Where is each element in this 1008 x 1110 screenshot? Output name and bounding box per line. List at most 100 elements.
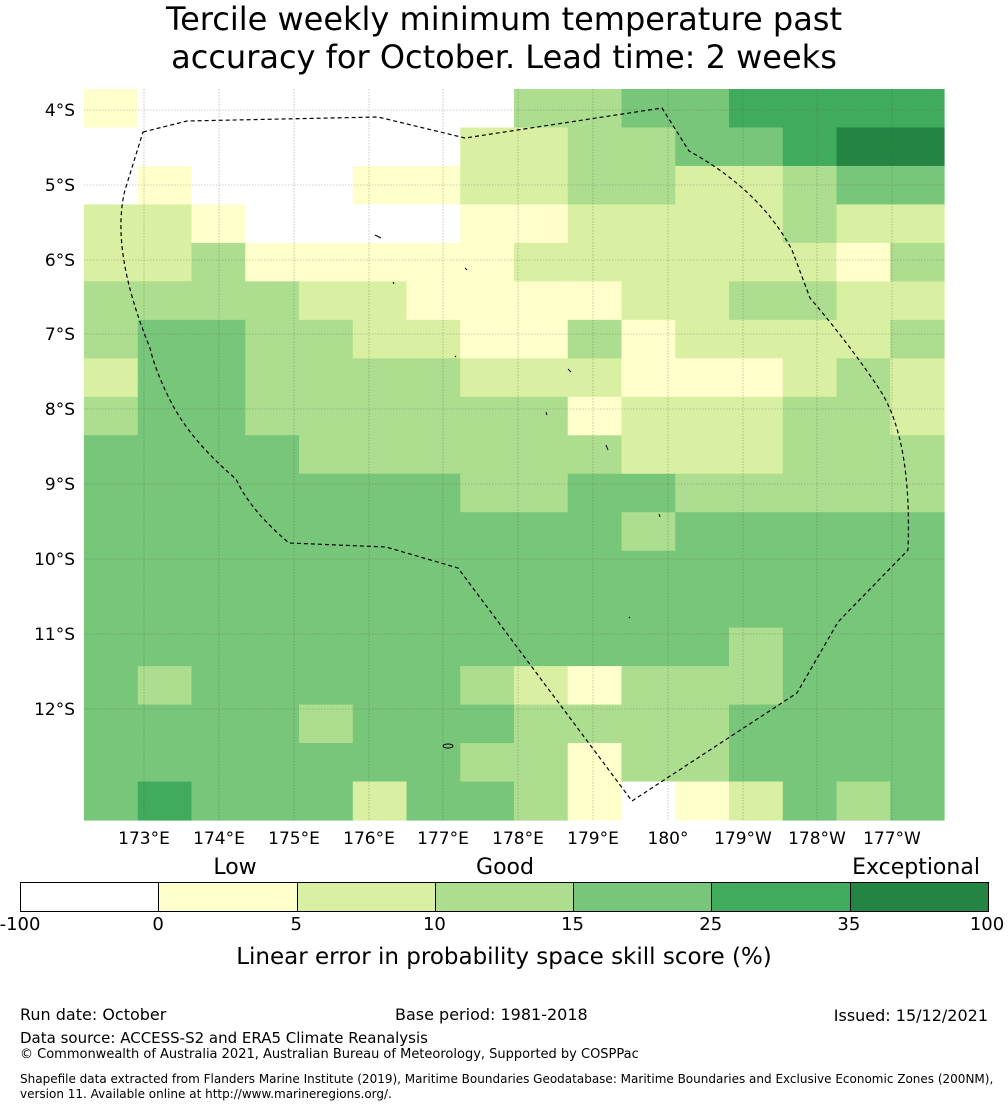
grid-cell <box>406 89 461 129</box>
colorbar-segment <box>711 883 850 911</box>
grid-cell <box>836 127 891 167</box>
grid-cell <box>621 512 676 552</box>
grid-cell <box>514 743 569 783</box>
base-period: Base period: 1981-2018 <box>395 1005 588 1024</box>
colorbar <box>20 882 989 912</box>
longitude-label: 173°E <box>118 829 170 849</box>
grid-cell <box>890 319 945 359</box>
grid-cell <box>675 704 730 744</box>
grid-cell <box>890 396 945 436</box>
grid-cell <box>782 204 838 244</box>
latitude-label: 11°S <box>34 625 75 645</box>
grid-cell <box>836 512 891 552</box>
grid-cell <box>460 704 515 744</box>
grid-cell <box>729 396 784 436</box>
island <box>658 513 661 518</box>
grid-cell <box>729 589 784 629</box>
grid-cell <box>729 473 784 513</box>
grid-cell <box>729 435 784 475</box>
grid-cell <box>84 589 139 629</box>
grid-cell <box>84 435 139 475</box>
grid-cell <box>675 165 730 206</box>
grid-cell <box>191 89 246 129</box>
grid-cell <box>460 319 515 359</box>
grid-cell <box>191 435 246 475</box>
colorbar-segment <box>849 883 988 911</box>
grid-cell <box>245 281 300 321</box>
grid-cell <box>352 165 408 206</box>
grid-cell <box>675 242 730 282</box>
grid-cell <box>621 627 676 667</box>
grid-cell <box>406 550 461 590</box>
grid-cell <box>137 473 193 513</box>
grid-cell <box>137 743 193 783</box>
grid-cell <box>675 627 730 667</box>
grid-cell <box>191 281 246 321</box>
grid-cell <box>245 473 300 513</box>
grid-cell <box>782 281 838 321</box>
grid-cell <box>299 319 354 359</box>
island <box>605 444 609 451</box>
grid-cell <box>514 319 569 359</box>
grid-cell <box>137 781 193 821</box>
grid-cell <box>245 435 300 475</box>
grid-cell <box>245 666 300 706</box>
grid-cell <box>137 204 193 244</box>
grid-cell <box>406 242 461 282</box>
grid-cell <box>352 319 408 359</box>
grid-cell <box>567 589 623 629</box>
grid-cell <box>514 781 569 821</box>
grid-cell <box>352 666 408 706</box>
colorbar-segment <box>158 883 297 911</box>
grid-cell <box>567 165 623 206</box>
grid-cell <box>137 435 193 475</box>
grid-cell <box>621 781 676 821</box>
grid-cell <box>406 704 461 744</box>
longitude-label: 177°E <box>417 829 469 849</box>
grid-cell <box>782 473 838 513</box>
grid-cell <box>890 89 945 129</box>
grid-cell <box>782 512 838 552</box>
grid-cell <box>137 319 193 359</box>
grid-cell <box>836 781 891 821</box>
grid-cell <box>299 743 354 783</box>
grid-cell <box>460 89 515 129</box>
grid-cell <box>299 165 354 206</box>
grid-cell <box>352 781 408 821</box>
latitude-labels: 4°S 5°S 6°S 7°S 8°S 9°S 10°S 11°S 12°S <box>34 101 75 720</box>
grid-cell <box>245 627 300 667</box>
grid-cell <box>836 473 891 513</box>
grid-cell <box>137 666 193 706</box>
grid-cell <box>191 666 246 706</box>
grid-cell <box>84 281 139 321</box>
grid-cell <box>406 204 461 244</box>
grid-cell <box>137 589 193 629</box>
grid-cell <box>245 704 300 744</box>
grid-cell <box>514 435 569 475</box>
latitude-label: 5°S <box>45 176 75 196</box>
grid-cell <box>84 473 139 513</box>
grid-cell <box>675 319 730 359</box>
grid-cell <box>675 127 730 167</box>
latitude-label: 8°S <box>45 400 75 420</box>
grid-cell <box>675 396 730 436</box>
island <box>464 267 468 271</box>
grid-cell <box>84 89 139 129</box>
grid-cell <box>836 743 891 783</box>
grid-cell <box>729 242 784 282</box>
grid-cell <box>567 319 623 359</box>
grid-cell <box>191 396 246 436</box>
grid-cell <box>621 743 676 783</box>
grid-cell <box>299 204 354 244</box>
grid-cell <box>191 627 246 667</box>
grid-cell <box>675 550 730 590</box>
grid-cell <box>460 781 515 821</box>
island <box>392 281 395 285</box>
grid-cell <box>299 89 354 129</box>
grid-cell <box>729 165 784 206</box>
grid-cell <box>567 473 623 513</box>
longitude-label: 175°E <box>268 829 320 849</box>
grid-cell <box>621 358 676 398</box>
grid-cell <box>729 704 784 744</box>
colorbar-segment <box>21 883 159 911</box>
